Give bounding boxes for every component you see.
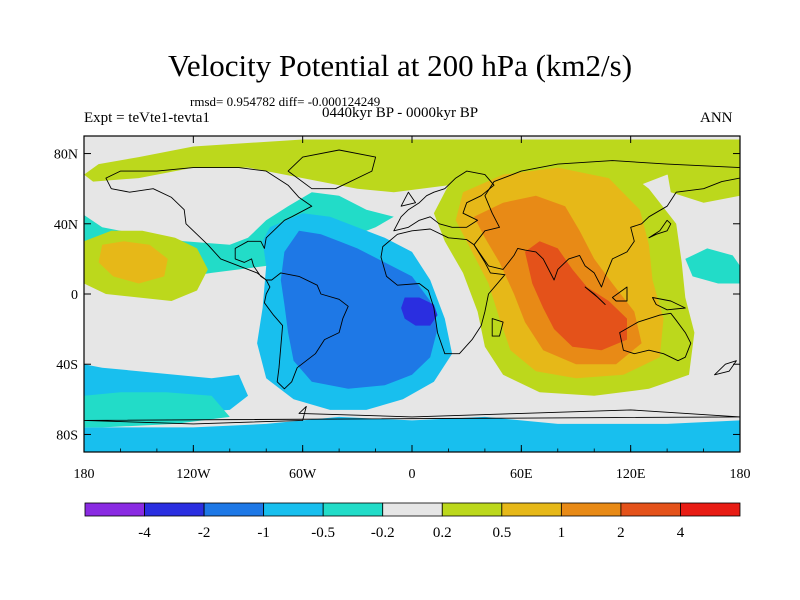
colorbar-label: 4 (677, 525, 685, 541)
x-tick-label: 60W (289, 467, 317, 482)
coastline-6 (619, 312, 692, 362)
colorbar-swatch (263, 502, 324, 517)
contour-band-14 (98, 241, 168, 284)
coastline-12 (400, 191, 417, 207)
coastline-2 (263, 272, 349, 390)
contour-band-12 (525, 241, 627, 351)
axes: 180 120W 60W 0 60E 120E 180 80N 40N 0 40S 80S (54, 136, 751, 482)
colorbar-swatch (203, 502, 265, 517)
colorbar: -4 -2 -1 -0.5 -0.2 0.2 0.5 1 2 4 (84, 502, 741, 541)
coastline-5 (473, 160, 740, 288)
x-tick-label: 0 (409, 467, 416, 482)
contour-band-5 (401, 297, 438, 326)
colorbar-label: -2 (198, 525, 211, 541)
y-tick-label: 80S (56, 428, 78, 443)
stats-text: rmsd= 0.954782 diff= -0.000124249 (190, 94, 381, 109)
coastline-14 (714, 360, 737, 376)
coastline-11 (648, 219, 672, 239)
experiment-label: Expt = teVte1-tevta1 (84, 110, 210, 126)
colorbar-label: -4 (138, 525, 151, 541)
contour-band-4 (280, 230, 438, 389)
x-tick-label: 120W (176, 467, 211, 482)
contour-band-15 (685, 248, 740, 284)
contour-field (84, 139, 740, 452)
coastline-3 (393, 170, 495, 232)
coastline-15 (84, 405, 740, 425)
colorbar-swatch (620, 502, 681, 517)
x-tick-label: 60E (510, 467, 533, 482)
contour-band-7 (84, 416, 740, 452)
colorbar-swatch (382, 502, 443, 517)
coastline-7 (287, 149, 377, 190)
colorbar-swatch (501, 502, 562, 517)
x-tick-label: 180 (74, 467, 95, 482)
colorbar-swatch (84, 502, 145, 517)
season-label: ANN (700, 110, 733, 126)
map-plot-area: 180 120W 60W 0 60E 120E 180 80N 40N 0 40S 80S (54, 135, 751, 482)
contour-band-8 (84, 392, 230, 428)
coastline-9 (611, 286, 628, 302)
x-tick-label: 120E (616, 467, 646, 482)
colorbar-label: 1 (558, 525, 566, 541)
colorbar-label: -1 (257, 525, 270, 541)
coastlines (84, 149, 740, 425)
colorbar-swatch (322, 502, 384, 517)
coastline-4 (380, 228, 506, 355)
colorbar-swatch (560, 502, 622, 517)
colorbar-label: 2 (617, 525, 625, 541)
y-tick-label: 40S (56, 358, 78, 373)
colorbar-label: -0.2 (371, 525, 395, 541)
period-label: 0440kyr BP - 0000kyr BP (322, 105, 479, 121)
coastline-8 (584, 286, 606, 305)
y-tick-label: 80N (54, 148, 78, 163)
colorbar-label: 0.2 (433, 525, 452, 541)
colorbar-label: 0.5 (492, 525, 511, 541)
x-tick-label: 180 (730, 467, 751, 482)
coastline-10 (652, 297, 686, 311)
coastline-1 (105, 167, 313, 281)
colorbar-label: -0.5 (311, 525, 335, 541)
colorbar-swatch (680, 502, 741, 517)
coastline-13 (491, 318, 504, 337)
y-tick-label: 0 (71, 288, 78, 303)
y-tick-label: 40N (54, 218, 78, 233)
colorbar-swatch (441, 502, 503, 517)
chart-title: Velocity Potential at 200 hPa (km2/s) (167, 48, 633, 83)
colorbar-swatch (144, 502, 205, 517)
contour-band-16 (667, 171, 740, 203)
